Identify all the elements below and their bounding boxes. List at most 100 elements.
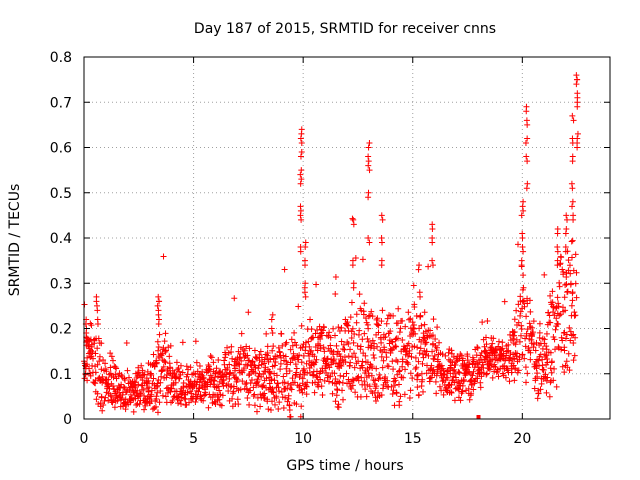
data-point: [469, 372, 476, 379]
data-point: [168, 385, 175, 392]
data-point: [270, 343, 277, 350]
data-point: [430, 316, 437, 323]
data-point: [395, 368, 402, 375]
data-point: [218, 402, 225, 409]
data-point: [558, 254, 565, 261]
data-point: [566, 324, 573, 331]
data-point: [155, 293, 162, 300]
data-point: [563, 331, 570, 338]
data-point: [87, 372, 94, 379]
data-point: [242, 381, 249, 388]
data-point: [248, 376, 255, 383]
data-point: [570, 357, 577, 364]
data-point: [193, 381, 200, 388]
data-point: [162, 330, 169, 337]
data-point: [394, 320, 401, 327]
data-point: [433, 390, 440, 397]
data-point: [554, 230, 561, 237]
data-point: [299, 389, 306, 396]
data-point: [130, 408, 137, 415]
data-point: [484, 317, 491, 324]
data-point: [394, 371, 401, 378]
data-point: [211, 378, 218, 385]
data-point: [460, 376, 467, 383]
data-point: [375, 322, 382, 329]
data-point: [314, 327, 321, 334]
data-point: [556, 283, 563, 290]
data-point: [445, 356, 452, 363]
data-point: [321, 377, 328, 384]
data-point: [177, 362, 184, 369]
data-point: [336, 379, 343, 386]
data-point: [541, 336, 548, 343]
data-point: [308, 347, 315, 354]
data-point: [95, 335, 102, 342]
data-point: [192, 338, 199, 345]
data-point: [253, 355, 260, 362]
data-point: [284, 398, 291, 405]
data-point: [365, 235, 372, 241]
data-point: [293, 365, 300, 372]
data-point: [196, 362, 203, 369]
data-point: [302, 239, 309, 246]
data-point: [517, 332, 524, 339]
data-point: [297, 248, 304, 255]
data-point: [333, 342, 340, 349]
data-point: [464, 357, 471, 364]
data-point: [378, 262, 385, 269]
data-point: [230, 388, 237, 395]
data-point: [569, 254, 576, 261]
data-point: [278, 330, 285, 337]
data-point: [501, 298, 508, 305]
data-point: [447, 362, 454, 369]
data-point: [244, 352, 251, 359]
data-point: [532, 377, 539, 384]
data-point: [412, 354, 419, 361]
data-point: [347, 359, 354, 366]
data-point: [524, 121, 531, 128]
data-point: [299, 375, 306, 382]
data-point: [92, 350, 99, 357]
data-point: [145, 377, 152, 384]
data-point: [268, 398, 275, 405]
data-point: [389, 390, 396, 397]
data-point: [268, 376, 275, 383]
data-point: [252, 369, 259, 376]
data-point: [92, 369, 99, 376]
data-point: [253, 354, 260, 361]
data-point: [298, 403, 305, 410]
data-point: [470, 368, 477, 375]
data-point: [303, 383, 310, 390]
data-point: [340, 341, 347, 348]
data-point: [428, 362, 435, 369]
data-point: [435, 358, 442, 365]
data-point: [289, 342, 296, 349]
data-point: [517, 312, 524, 319]
data-point: [406, 347, 413, 354]
data-point: [384, 377, 391, 384]
data-point: [137, 391, 144, 398]
data-point: [321, 348, 328, 355]
data-point: [273, 372, 280, 379]
data-point: [259, 391, 266, 398]
data-point: [246, 345, 253, 352]
data-point: [393, 343, 400, 350]
data-point: [543, 389, 550, 396]
data-point: [432, 335, 439, 342]
data-point: [286, 406, 293, 413]
data-point: [94, 307, 101, 314]
data-point: [87, 370, 94, 377]
data-point: [287, 385, 294, 392]
data-point: [365, 153, 372, 160]
data-point: [384, 315, 391, 322]
data-point: [236, 361, 243, 368]
data-point: [392, 377, 399, 384]
data-point: [257, 403, 264, 410]
data-point: [377, 375, 384, 382]
data-point: [260, 382, 267, 389]
data-point: [339, 387, 346, 394]
data-point: [406, 394, 413, 401]
data-point: [154, 382, 161, 389]
data-point: [448, 350, 455, 357]
data-point: [343, 370, 350, 377]
